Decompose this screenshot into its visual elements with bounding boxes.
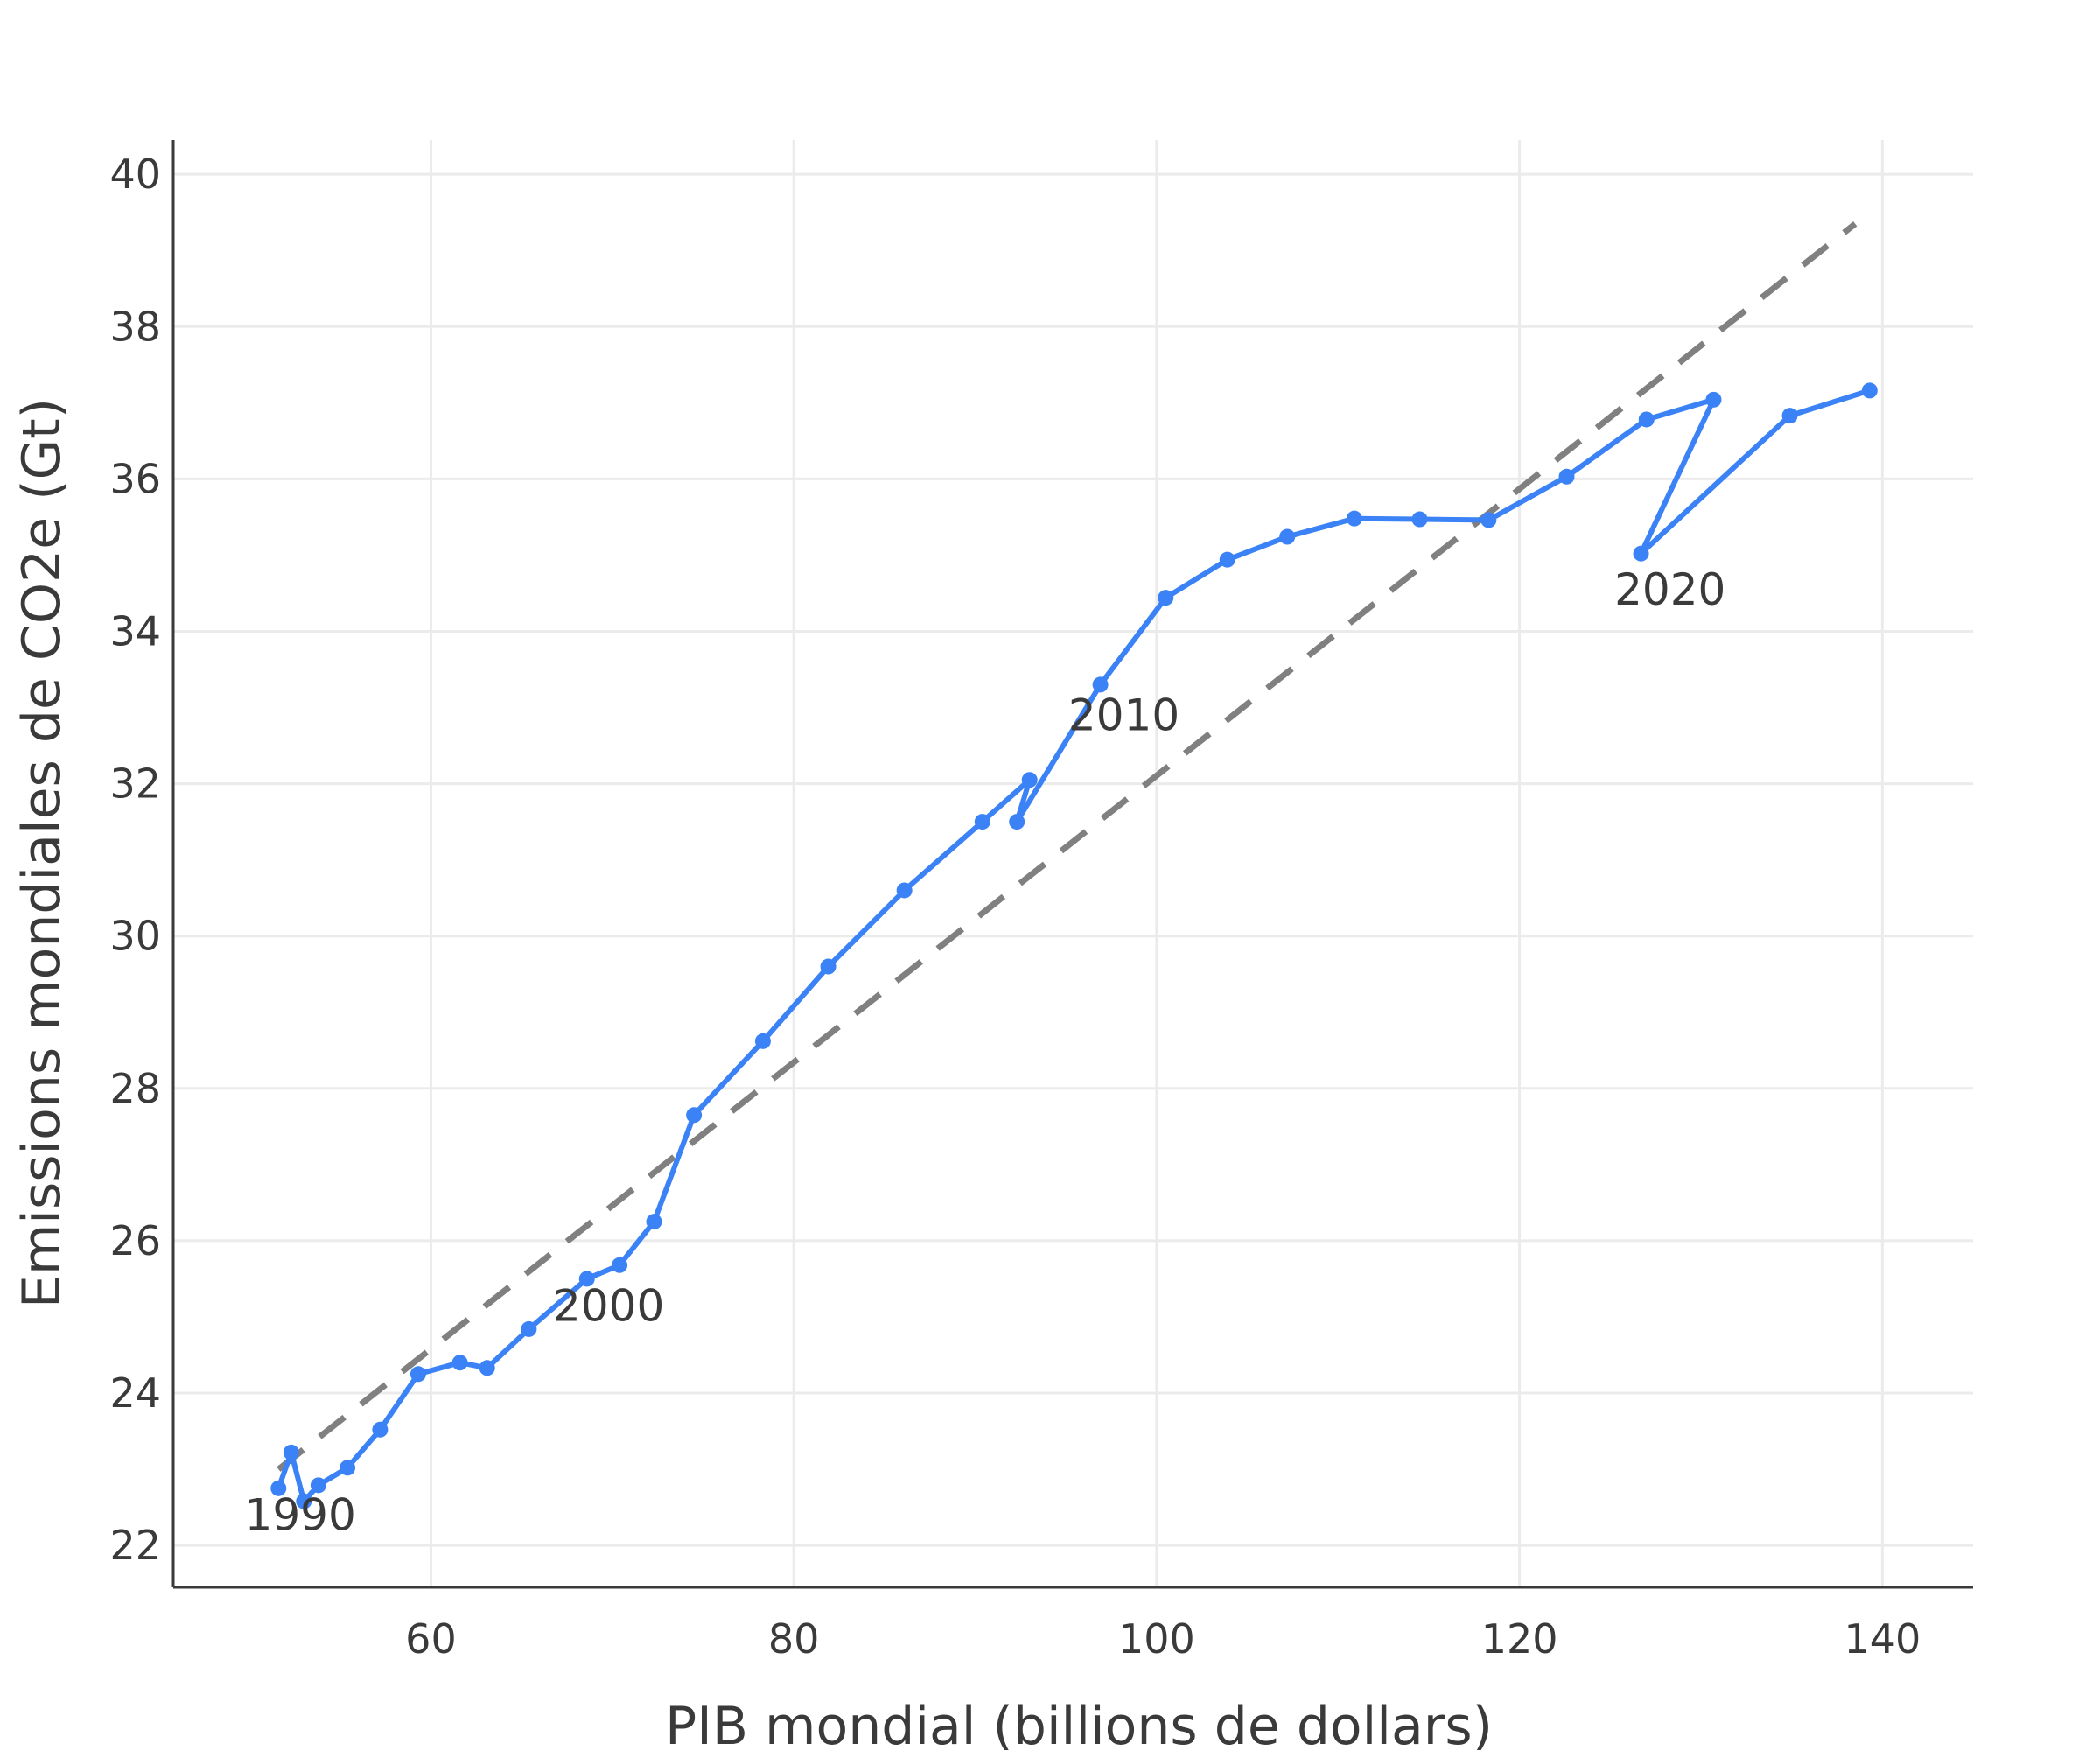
y-tick-label: 24 <box>109 1369 161 1417</box>
data-point <box>1633 545 1649 562</box>
data-point <box>410 1366 426 1382</box>
x-tick-label: 120 <box>1481 1615 1558 1662</box>
data-point <box>1158 590 1174 606</box>
y-tick-label: 26 <box>109 1217 161 1264</box>
data-point <box>1279 528 1296 545</box>
y-tick-label: 32 <box>109 760 161 808</box>
data-point <box>1861 382 1878 399</box>
data-point <box>974 814 990 830</box>
data-point <box>1705 391 1722 408</box>
data-point <box>479 1360 495 1376</box>
annotation-layer: 1990 2000 2010 2020 <box>245 564 1726 1541</box>
data-point <box>296 1493 312 1509</box>
tick-layer: 60 80 100 120 140 22 24 26 28 30 32 34 36 38 40 <box>109 150 1921 1662</box>
data-point <box>1411 511 1428 528</box>
data-point <box>283 1444 299 1460</box>
data-point <box>270 1480 287 1496</box>
y-axis-title: Emissions mondiales de CO2e (Gt) <box>11 398 73 1308</box>
year-annotation: 2010 <box>1068 690 1180 741</box>
series-layer <box>270 382 1878 1509</box>
data-point <box>1009 814 1026 830</box>
data-point <box>340 1460 356 1476</box>
data-point <box>646 1214 662 1230</box>
x-tick-label: 80 <box>768 1615 820 1662</box>
data-point <box>310 1477 326 1494</box>
y-tick-label: 22 <box>109 1522 161 1569</box>
data-point <box>1092 676 1109 693</box>
trend-line <box>276 221 1858 1472</box>
data-point <box>1346 510 1362 527</box>
grid-layer <box>173 140 1973 1587</box>
y-tick-label: 34 <box>109 607 161 654</box>
year-annotation: 1990 <box>245 1490 356 1541</box>
data-point <box>1021 772 1038 788</box>
data-point <box>521 1320 537 1337</box>
y-tick-label: 30 <box>109 913 161 960</box>
data-point <box>612 1256 628 1273</box>
series-line <box>276 388 1872 1504</box>
x-tick-label: 60 <box>405 1615 457 1662</box>
data-point <box>820 958 836 975</box>
data-point <box>754 1032 771 1049</box>
data-point <box>1558 468 1575 485</box>
trend-layer <box>276 221 1858 1472</box>
y-tick-label: 38 <box>109 303 161 350</box>
x-tick-label: 140 <box>1844 1615 1921 1662</box>
year-annotation: 2020 <box>1614 564 1726 615</box>
year-annotation: 2000 <box>553 1280 664 1331</box>
data-point <box>1782 408 1798 424</box>
data-point <box>1219 551 1236 568</box>
data-point <box>686 1107 703 1124</box>
x-axis-title: PIB mondial (billions de dollars) <box>665 1696 1493 1750</box>
data-point <box>896 882 913 899</box>
data-point <box>452 1354 468 1371</box>
data-point <box>372 1421 388 1438</box>
y-tick-label: 28 <box>109 1065 161 1112</box>
axis-layer <box>172 140 1973 1589</box>
data-point <box>1480 512 1497 528</box>
y-tick-label: 40 <box>109 150 161 198</box>
y-tick-label: 36 <box>109 455 161 502</box>
data-point <box>578 1270 595 1287</box>
x-tick-label: 100 <box>1118 1615 1195 1662</box>
data-point <box>1638 411 1655 428</box>
